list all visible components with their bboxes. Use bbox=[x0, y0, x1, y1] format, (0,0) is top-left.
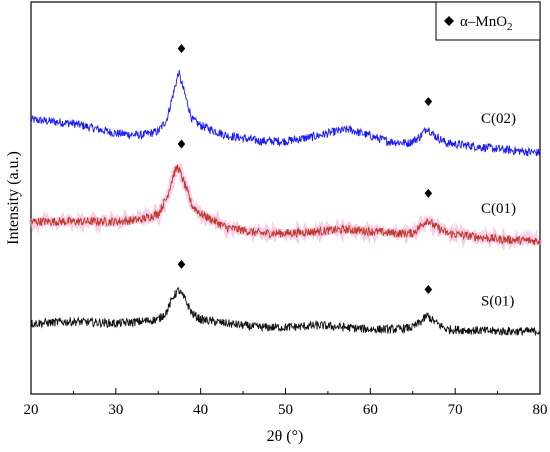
x-axis-label: 2θ (°) bbox=[267, 428, 304, 445]
peak-diamond-icon bbox=[177, 259, 186, 269]
legend: α–MnO2 bbox=[435, 1, 541, 41]
series-label-C(02): C(02) bbox=[481, 111, 516, 127]
peak-diamond-icon bbox=[177, 44, 186, 53]
y-axis-label: Intensity (a.u.) bbox=[5, 151, 22, 245]
x-tick-label: 30 bbox=[108, 402, 123, 418]
series-label-S(01): S(01) bbox=[481, 293, 514, 309]
x-tick-label: 80 bbox=[533, 402, 548, 418]
x-tick-label: 60 bbox=[363, 402, 378, 418]
series-layer bbox=[28, 70, 543, 337]
series-label-C(01): C(01) bbox=[481, 201, 516, 217]
series-line-C(01) bbox=[30, 164, 541, 246]
peak-diamond-icon bbox=[424, 188, 433, 198]
x-tick-label: 20 bbox=[24, 402, 39, 418]
peak-diamond-icon bbox=[177, 139, 186, 149]
x-tick-label: 50 bbox=[278, 402, 293, 418]
legend-label: α–MnO2 bbox=[460, 14, 513, 33]
legend-diamond-icon bbox=[444, 16, 454, 26]
peak-diamond-icon bbox=[424, 284, 433, 294]
x-tick-label: 40 bbox=[193, 402, 208, 418]
x-axis-ticks: 20 30 40 50 60 70 80 bbox=[24, 388, 548, 418]
x-tick-label: 70 bbox=[448, 402, 463, 418]
series-line-C(02) bbox=[30, 70, 541, 157]
legend-label-subscript: 2 bbox=[507, 21, 513, 33]
peak-markers-layer bbox=[177, 44, 433, 294]
legend-label-main: α–MnO bbox=[460, 14, 507, 30]
peak-diamond-icon bbox=[424, 97, 433, 107]
series-line-S(01) bbox=[30, 287, 541, 337]
series-labels-layer: C(02) C(01) S(01) bbox=[481, 111, 516, 309]
plot-frame bbox=[30, 1, 541, 395]
